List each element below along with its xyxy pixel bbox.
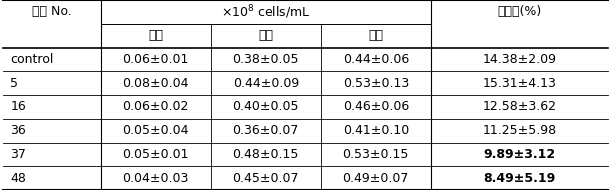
Text: 0.06±0.02: 0.06±0.02 <box>123 100 189 113</box>
Text: 0.45±0.07: 0.45±0.07 <box>233 172 299 185</box>
Text: 0.36±0.07: 0.36±0.07 <box>233 124 299 137</box>
Text: 0.05±0.01: 0.05±0.01 <box>123 148 189 161</box>
Text: 0.49±0.07: 0.49±0.07 <box>343 172 409 185</box>
Text: 생존율(%): 생존율(%) <box>497 5 541 18</box>
Text: 0.40±0.05: 0.40±0.05 <box>233 100 299 113</box>
Text: 0.05±0.04: 0.05±0.04 <box>123 124 189 137</box>
Text: 0.04±0.03: 0.04±0.03 <box>123 172 189 185</box>
Text: 36: 36 <box>10 124 26 137</box>
Text: 8.49±5.19: 8.49±5.19 <box>483 172 555 185</box>
Text: 16: 16 <box>10 100 26 113</box>
Text: 12.58±3.62: 12.58±3.62 <box>482 100 557 113</box>
Text: 균주 No.: 균주 No. <box>32 5 72 18</box>
Text: 15.31±4.13: 15.31±4.13 <box>483 77 556 90</box>
Text: 0.41±0.10: 0.41±0.10 <box>343 124 409 137</box>
Text: 9.89±3.12: 9.89±3.12 <box>483 148 555 161</box>
Text: 0.38±0.05: 0.38±0.05 <box>233 53 299 66</box>
Text: 0.53±0.15: 0.53±0.15 <box>343 148 409 161</box>
Text: 0.46±0.06: 0.46±0.06 <box>343 100 409 113</box>
Text: $\times10^8$ cells/mL: $\times10^8$ cells/mL <box>221 3 310 21</box>
Text: 0.08±0.04: 0.08±0.04 <box>123 77 189 90</box>
Text: 14.38±2.09: 14.38±2.09 <box>482 53 557 66</box>
Text: 48: 48 <box>10 172 26 185</box>
Text: 0.53±0.13: 0.53±0.13 <box>343 77 409 90</box>
Text: 0.06±0.01: 0.06±0.01 <box>123 53 189 66</box>
Text: 생균: 생균 <box>148 29 163 42</box>
Text: 사균: 사균 <box>258 29 273 42</box>
Text: 0.44±0.09: 0.44±0.09 <box>233 77 299 90</box>
Text: 0.48±0.15: 0.48±0.15 <box>233 148 299 161</box>
Text: control: control <box>10 53 54 66</box>
Text: 0.44±0.06: 0.44±0.06 <box>343 53 409 66</box>
Text: 5: 5 <box>10 77 18 90</box>
Text: 11.25±5.98: 11.25±5.98 <box>482 124 557 137</box>
Text: 37: 37 <box>10 148 26 161</box>
Text: 총균: 총균 <box>368 29 383 42</box>
